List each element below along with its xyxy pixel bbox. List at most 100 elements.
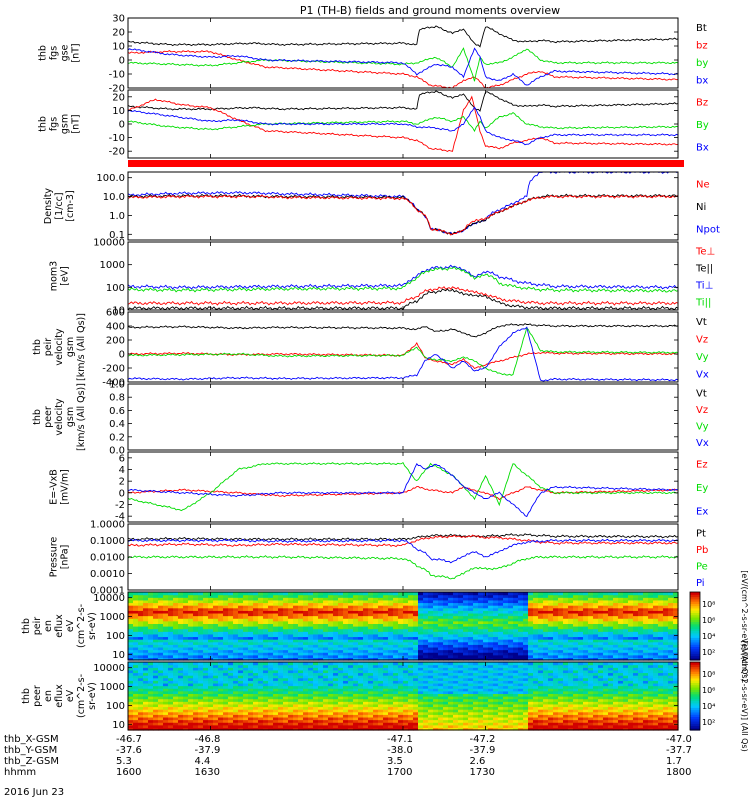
heatmap-cell xyxy=(218,722,224,726)
heatmap-cell xyxy=(423,594,429,598)
heatmap-cell xyxy=(568,602,574,606)
heatmap-cell xyxy=(228,667,234,671)
heatmap-cell xyxy=(303,592,309,596)
heatmap-cell xyxy=(608,597,614,601)
heatmap-cell xyxy=(583,623,589,627)
heatmap-cell xyxy=(558,636,564,640)
heatmap-cell xyxy=(463,628,469,632)
heatmap-cell xyxy=(153,672,159,676)
heatmap-cell xyxy=(253,662,259,666)
heatmap-cell xyxy=(428,711,434,715)
heatmap-cell xyxy=(153,607,159,611)
heatmap-cell xyxy=(448,592,454,596)
heatmap-cell xyxy=(628,597,634,601)
heatmap-cell xyxy=(583,628,589,632)
heatmap-cell xyxy=(303,610,309,614)
heatmap-cell xyxy=(253,620,259,624)
heatmap-cell xyxy=(568,612,574,617)
heatmap-cell xyxy=(653,654,659,658)
heatmap-cell xyxy=(218,610,224,614)
heatmap-cell xyxy=(353,669,359,674)
heatmap-cell xyxy=(268,696,274,700)
heatmap-cell xyxy=(538,618,544,622)
heatmap-cell xyxy=(593,618,599,622)
heatmap-cell xyxy=(498,628,504,632)
heatmap-cell xyxy=(363,607,369,611)
heatmap-cell xyxy=(668,618,674,622)
heatmap-cell xyxy=(143,636,149,640)
heatmap-cell xyxy=(298,615,304,619)
heatmap-cell xyxy=(618,636,624,640)
heatmap-cell xyxy=(203,724,209,728)
heatmap-cell xyxy=(608,649,614,653)
heatmap-cell xyxy=(378,701,384,705)
heatmap-cell xyxy=(318,703,324,708)
heatmap-cell xyxy=(363,618,369,622)
heatmap-cell xyxy=(348,677,354,681)
heatmap-cell xyxy=(398,602,404,606)
heatmap-cell xyxy=(433,644,439,648)
heatmap-cell xyxy=(628,657,634,661)
heatmap-cell xyxy=(153,693,159,697)
heatmap-cell xyxy=(153,649,159,653)
y-tick-label: 1.0 xyxy=(109,380,125,391)
heatmap-cell xyxy=(353,597,359,601)
heatmap-cell xyxy=(313,636,319,640)
heatmap-cell xyxy=(328,631,334,635)
heatmap-cell xyxy=(153,646,159,651)
heatmap-cell xyxy=(273,714,279,718)
heatmap-cell xyxy=(288,599,294,604)
heatmap-cell xyxy=(618,652,624,656)
heatmap-cell xyxy=(183,657,189,661)
heatmap-cell xyxy=(208,605,214,609)
heatmap-cell xyxy=(138,644,144,648)
heatmap-cell xyxy=(183,594,189,598)
heatmap-cell xyxy=(608,618,614,622)
heatmap-cell xyxy=(358,677,364,681)
heatmap-cell xyxy=(313,618,319,622)
heatmap-cell xyxy=(673,594,679,598)
heatmap-cell xyxy=(248,594,254,598)
heatmap-cell xyxy=(278,685,284,689)
heatmap-cell xyxy=(308,618,314,622)
heatmap-cell xyxy=(558,597,564,601)
heatmap-cell xyxy=(293,680,299,684)
heatmap-cell xyxy=(168,628,174,632)
heatmap-cell xyxy=(393,698,399,702)
heatmap-cell xyxy=(563,612,569,617)
heatmap-cell xyxy=(448,597,454,601)
heatmap-cell xyxy=(593,652,599,656)
heatmap-cell xyxy=(418,615,424,619)
heatmap-cell xyxy=(423,690,429,694)
heatmap-cell xyxy=(223,667,229,671)
heatmap-cell xyxy=(303,633,309,638)
heatmap-cell xyxy=(318,706,324,710)
heatmap-cell xyxy=(183,727,189,731)
heatmap-cell xyxy=(438,644,444,648)
heatmap-cell xyxy=(208,652,214,656)
heatmap-cell xyxy=(443,690,449,694)
heatmap-cell xyxy=(393,667,399,671)
series-line-ex xyxy=(128,463,678,518)
heatmap-cell xyxy=(408,615,414,619)
heatmap-cell xyxy=(293,592,299,596)
heatmap-cell xyxy=(233,698,239,702)
heatmap-cell xyxy=(378,677,384,681)
heatmap-cell xyxy=(333,662,339,666)
heatmap-cell xyxy=(473,605,479,609)
heatmap-cell xyxy=(573,618,579,622)
series-line-bt xyxy=(128,90,678,112)
heatmap-cell xyxy=(358,714,364,718)
heatmap-cell xyxy=(458,724,464,728)
heatmap-cell xyxy=(468,677,474,681)
heatmap-cell xyxy=(268,709,274,713)
y-tick-label: 0.1 xyxy=(109,230,125,241)
heatmap-cell xyxy=(228,646,234,651)
heatmap-cell xyxy=(408,701,414,705)
heatmap-cell xyxy=(198,667,204,671)
heatmap-cell xyxy=(348,623,354,627)
heatmap-cell xyxy=(618,626,624,630)
y-tick-label: 20 xyxy=(112,92,125,103)
heatmap-cell xyxy=(643,646,649,651)
heatmap-cell xyxy=(513,615,519,619)
